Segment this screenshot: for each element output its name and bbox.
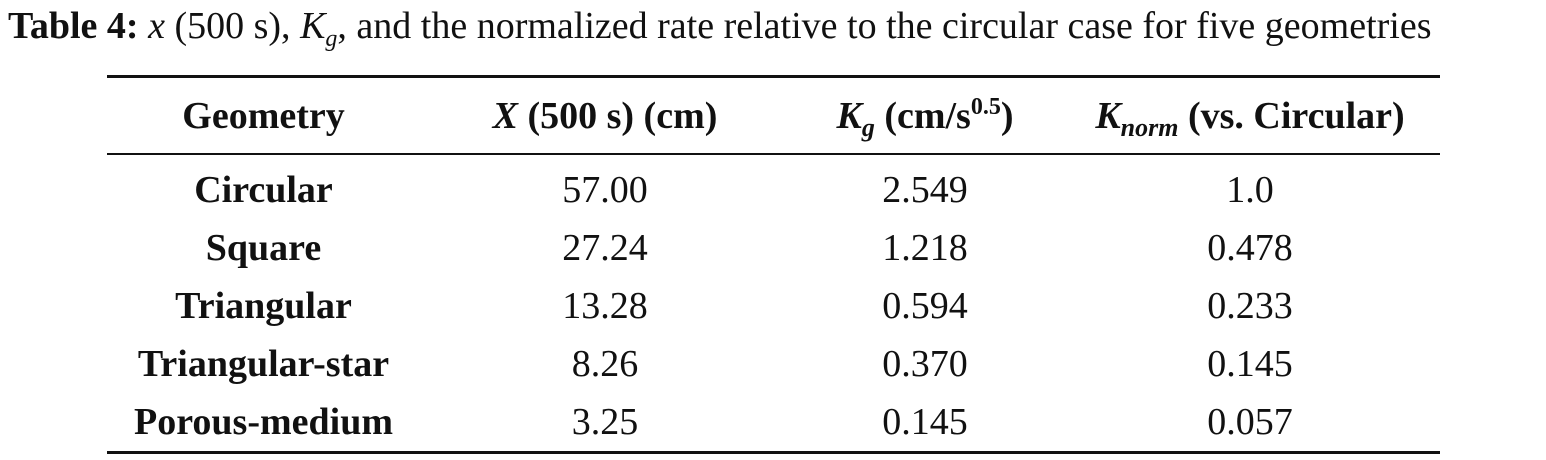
table-row: Triangular-star 8.26 0.370 0.145 xyxy=(107,335,1440,393)
cell-x: 3.25 xyxy=(571,401,639,443)
cell-x: 13.28 xyxy=(562,285,648,327)
table-row: Circular 57.00 2.549 1.0 xyxy=(107,154,1440,219)
cell-geometry: Triangular-star xyxy=(137,343,390,385)
caption-label: Table 4: xyxy=(8,5,139,47)
header-kg: Kg (cm/s0.5) xyxy=(836,93,1014,142)
caption-x-unit: (500 s), xyxy=(174,5,291,47)
cell-kg: 2.549 xyxy=(882,169,968,211)
cell-x: 27.24 xyxy=(562,227,648,269)
table-row: Square 27.24 1.218 0.478 xyxy=(107,219,1440,277)
geometry-table: Geometry X (500 s) (cm) Kg (cm/s0.5) Kno… xyxy=(107,75,1440,454)
cell-knorm: 1.0 xyxy=(1226,169,1274,211)
cell-x: 57.00 xyxy=(562,169,648,211)
caption-k-symbol: K xyxy=(300,5,326,47)
cell-knorm: 0.478 xyxy=(1207,227,1293,269)
header-knorm: Knorm (vs. Circular) xyxy=(1095,94,1405,142)
cell-kg: 1.218 xyxy=(882,227,968,269)
cell-x: 8.26 xyxy=(571,343,639,385)
cell-geometry: Porous-medium xyxy=(134,401,393,443)
cell-geometry: Circular xyxy=(194,169,333,211)
table-caption: Table 4: x (500 s), Kg, and the normaliz… xyxy=(8,4,1432,51)
cell-knorm: 0.145 xyxy=(1207,343,1293,385)
header-geometry: Geometry xyxy=(182,94,345,137)
header-x: X (500 s) (cm) xyxy=(492,94,718,137)
cell-kg: 0.370 xyxy=(882,343,968,385)
table-header-row: Geometry X (500 s) (cm) Kg (cm/s0.5) Kno… xyxy=(107,76,1440,154)
table-row: Porous-medium 3.25 0.145 0.057 xyxy=(107,393,1440,453)
cell-knorm: 0.233 xyxy=(1207,285,1293,327)
caption-x-symbol: x xyxy=(148,5,165,47)
cell-kg: 0.594 xyxy=(882,285,968,327)
caption-k-sub: g xyxy=(325,26,338,52)
table-row: Triangular 13.28 0.594 0.233 xyxy=(107,277,1440,335)
cell-geometry: Square xyxy=(205,227,322,269)
caption-text: , and the normalized rate relative to th… xyxy=(337,5,1432,47)
cell-knorm: 0.057 xyxy=(1207,401,1293,443)
cell-geometry: Triangular xyxy=(175,285,352,327)
cell-kg: 0.145 xyxy=(882,401,968,443)
